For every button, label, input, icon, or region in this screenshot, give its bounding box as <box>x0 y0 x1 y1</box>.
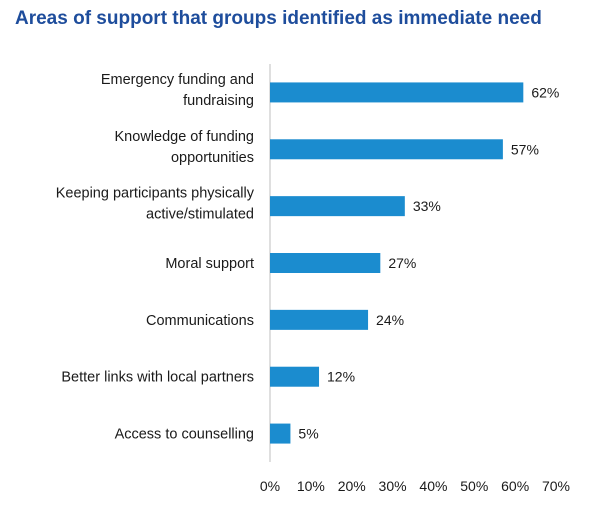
x-tick-label: 40% <box>419 478 447 494</box>
bar-6 <box>270 366 320 387</box>
value-label-1: 62% <box>531 84 559 100</box>
category-label-1: Emergency funding and fundraising <box>101 72 254 109</box>
x-tick-label: 10% <box>297 478 325 494</box>
bar-7 <box>270 423 291 444</box>
category-label-line: Emergency funding and <box>101 72 254 88</box>
value-label-6: 12% <box>327 369 355 385</box>
category-label-6: Better links with local partners <box>61 370 254 386</box>
category-label-line: Keeping participants physically <box>56 186 255 202</box>
category-label-3: Keeping participants physically active/st… <box>56 186 255 223</box>
bar-4 <box>270 253 381 273</box>
value-label-3: 33% <box>413 198 441 214</box>
category-label-5: Communications <box>146 313 254 329</box>
category-label-line: Communications <box>146 313 254 329</box>
category-label-line: Knowledge of funding <box>115 129 254 145</box>
category-label-line: active/stimulated <box>146 207 254 223</box>
value-label-4: 27% <box>388 255 416 271</box>
value-label-7: 5% <box>298 426 318 442</box>
category-label-line: Access to counselling <box>115 427 254 443</box>
category-label-7: Access to counselling <box>115 427 254 443</box>
category-label-line: fundraising <box>183 93 254 109</box>
bar-2 <box>270 139 503 160</box>
x-tick-label: 60% <box>501 478 529 494</box>
x-tick-label: 70% <box>542 478 570 494</box>
chart-title: Areas of support that groups identified … <box>15 8 542 29</box>
bar-1 <box>270 82 524 103</box>
x-tick-label: 30% <box>379 478 407 494</box>
category-label-2: Knowledge of funding opportunities <box>115 129 254 166</box>
x-tick-label: 20% <box>338 478 366 494</box>
x-tick-label: 0% <box>260 478 280 494</box>
value-label-2: 57% <box>511 141 539 157</box>
category-label-line: Moral support <box>165 256 254 272</box>
category-label-line: opportunities <box>171 150 254 166</box>
value-label-5: 24% <box>376 312 404 328</box>
category-label-line: Better links with local partners <box>61 370 254 386</box>
x-tick-label: 50% <box>460 478 488 494</box>
bar-3 <box>270 196 405 217</box>
category-label-4: Moral support <box>165 256 254 272</box>
bar-5 <box>270 309 369 330</box>
